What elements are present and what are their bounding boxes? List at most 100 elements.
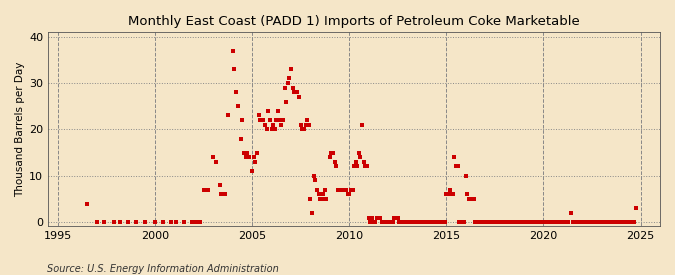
- Point: [399, 220, 410, 224]
- Point: [91, 220, 102, 224]
- Point: [407, 220, 418, 224]
- Point: [558, 220, 568, 224]
- Point: [286, 67, 296, 71]
- Point: [578, 220, 589, 224]
- Point: [82, 201, 92, 206]
- Point: [334, 188, 345, 192]
- Point: [603, 220, 614, 224]
- Point: [510, 220, 521, 224]
- Point: [548, 220, 559, 224]
- Point: [223, 113, 234, 118]
- Point: [331, 164, 342, 169]
- Point: [478, 220, 489, 224]
- Point: [389, 215, 400, 220]
- Point: [486, 220, 497, 224]
- Point: [546, 220, 557, 224]
- Point: [229, 67, 240, 71]
- Point: [524, 220, 535, 224]
- Point: [260, 123, 271, 127]
- Point: [497, 220, 508, 224]
- Point: [219, 192, 230, 197]
- Point: [566, 211, 576, 215]
- Point: [261, 127, 272, 131]
- Point: [465, 197, 476, 201]
- Point: [596, 220, 607, 224]
- Point: [325, 155, 335, 160]
- Point: [300, 123, 311, 127]
- Point: [387, 220, 398, 224]
- Point: [508, 220, 518, 224]
- Point: [624, 220, 634, 224]
- Point: [258, 118, 269, 122]
- Point: [284, 76, 295, 81]
- Point: [194, 220, 205, 224]
- Point: [556, 220, 567, 224]
- Point: [157, 220, 168, 224]
- Point: [140, 220, 151, 224]
- Point: [570, 220, 581, 224]
- Point: [448, 192, 458, 197]
- Point: [590, 220, 601, 224]
- Point: [99, 220, 110, 224]
- Point: [292, 90, 303, 94]
- Point: [553, 220, 564, 224]
- Point: [460, 174, 471, 178]
- Point: [244, 155, 254, 160]
- Point: [304, 123, 315, 127]
- Point: [588, 220, 599, 224]
- Point: [514, 220, 524, 224]
- Point: [525, 220, 536, 224]
- Point: [412, 220, 423, 224]
- Point: [109, 220, 119, 224]
- Point: [473, 220, 484, 224]
- Point: [248, 155, 259, 160]
- Point: [378, 220, 389, 224]
- Point: [428, 220, 439, 224]
- Point: [437, 220, 448, 224]
- Point: [509, 220, 520, 224]
- Point: [533, 220, 544, 224]
- Point: [203, 188, 214, 192]
- Point: [311, 188, 322, 192]
- Point: [295, 123, 306, 127]
- Point: [236, 136, 246, 141]
- Point: [539, 220, 550, 224]
- Point: [598, 220, 609, 224]
- Point: [256, 118, 267, 122]
- Point: [383, 220, 394, 224]
- Point: [327, 150, 338, 155]
- Point: [216, 192, 227, 197]
- Point: [150, 220, 161, 224]
- Point: [350, 160, 361, 164]
- Point: [310, 178, 321, 183]
- Point: [360, 164, 371, 169]
- Point: [493, 220, 504, 224]
- Point: [430, 220, 441, 224]
- Point: [208, 155, 219, 160]
- Point: [451, 164, 462, 169]
- Point: [231, 90, 242, 94]
- Point: [122, 220, 133, 224]
- Point: [418, 220, 429, 224]
- Point: [551, 220, 562, 224]
- Point: [593, 220, 604, 224]
- Point: [408, 220, 419, 224]
- Point: [500, 220, 510, 224]
- Point: [532, 220, 543, 224]
- Point: [475, 220, 486, 224]
- Point: [339, 188, 350, 192]
- Point: [384, 220, 395, 224]
- Y-axis label: Thousand Barrels per Day: Thousand Barrels per Day: [15, 61, 25, 197]
- Point: [333, 188, 344, 192]
- Point: [130, 220, 141, 224]
- Point: [326, 150, 337, 155]
- Point: [171, 220, 182, 224]
- Point: [504, 220, 515, 224]
- Point: [347, 188, 358, 192]
- Point: [427, 220, 437, 224]
- Point: [190, 220, 201, 224]
- Point: [431, 220, 442, 224]
- Point: [227, 48, 238, 53]
- Point: [198, 188, 209, 192]
- Point: [282, 81, 293, 85]
